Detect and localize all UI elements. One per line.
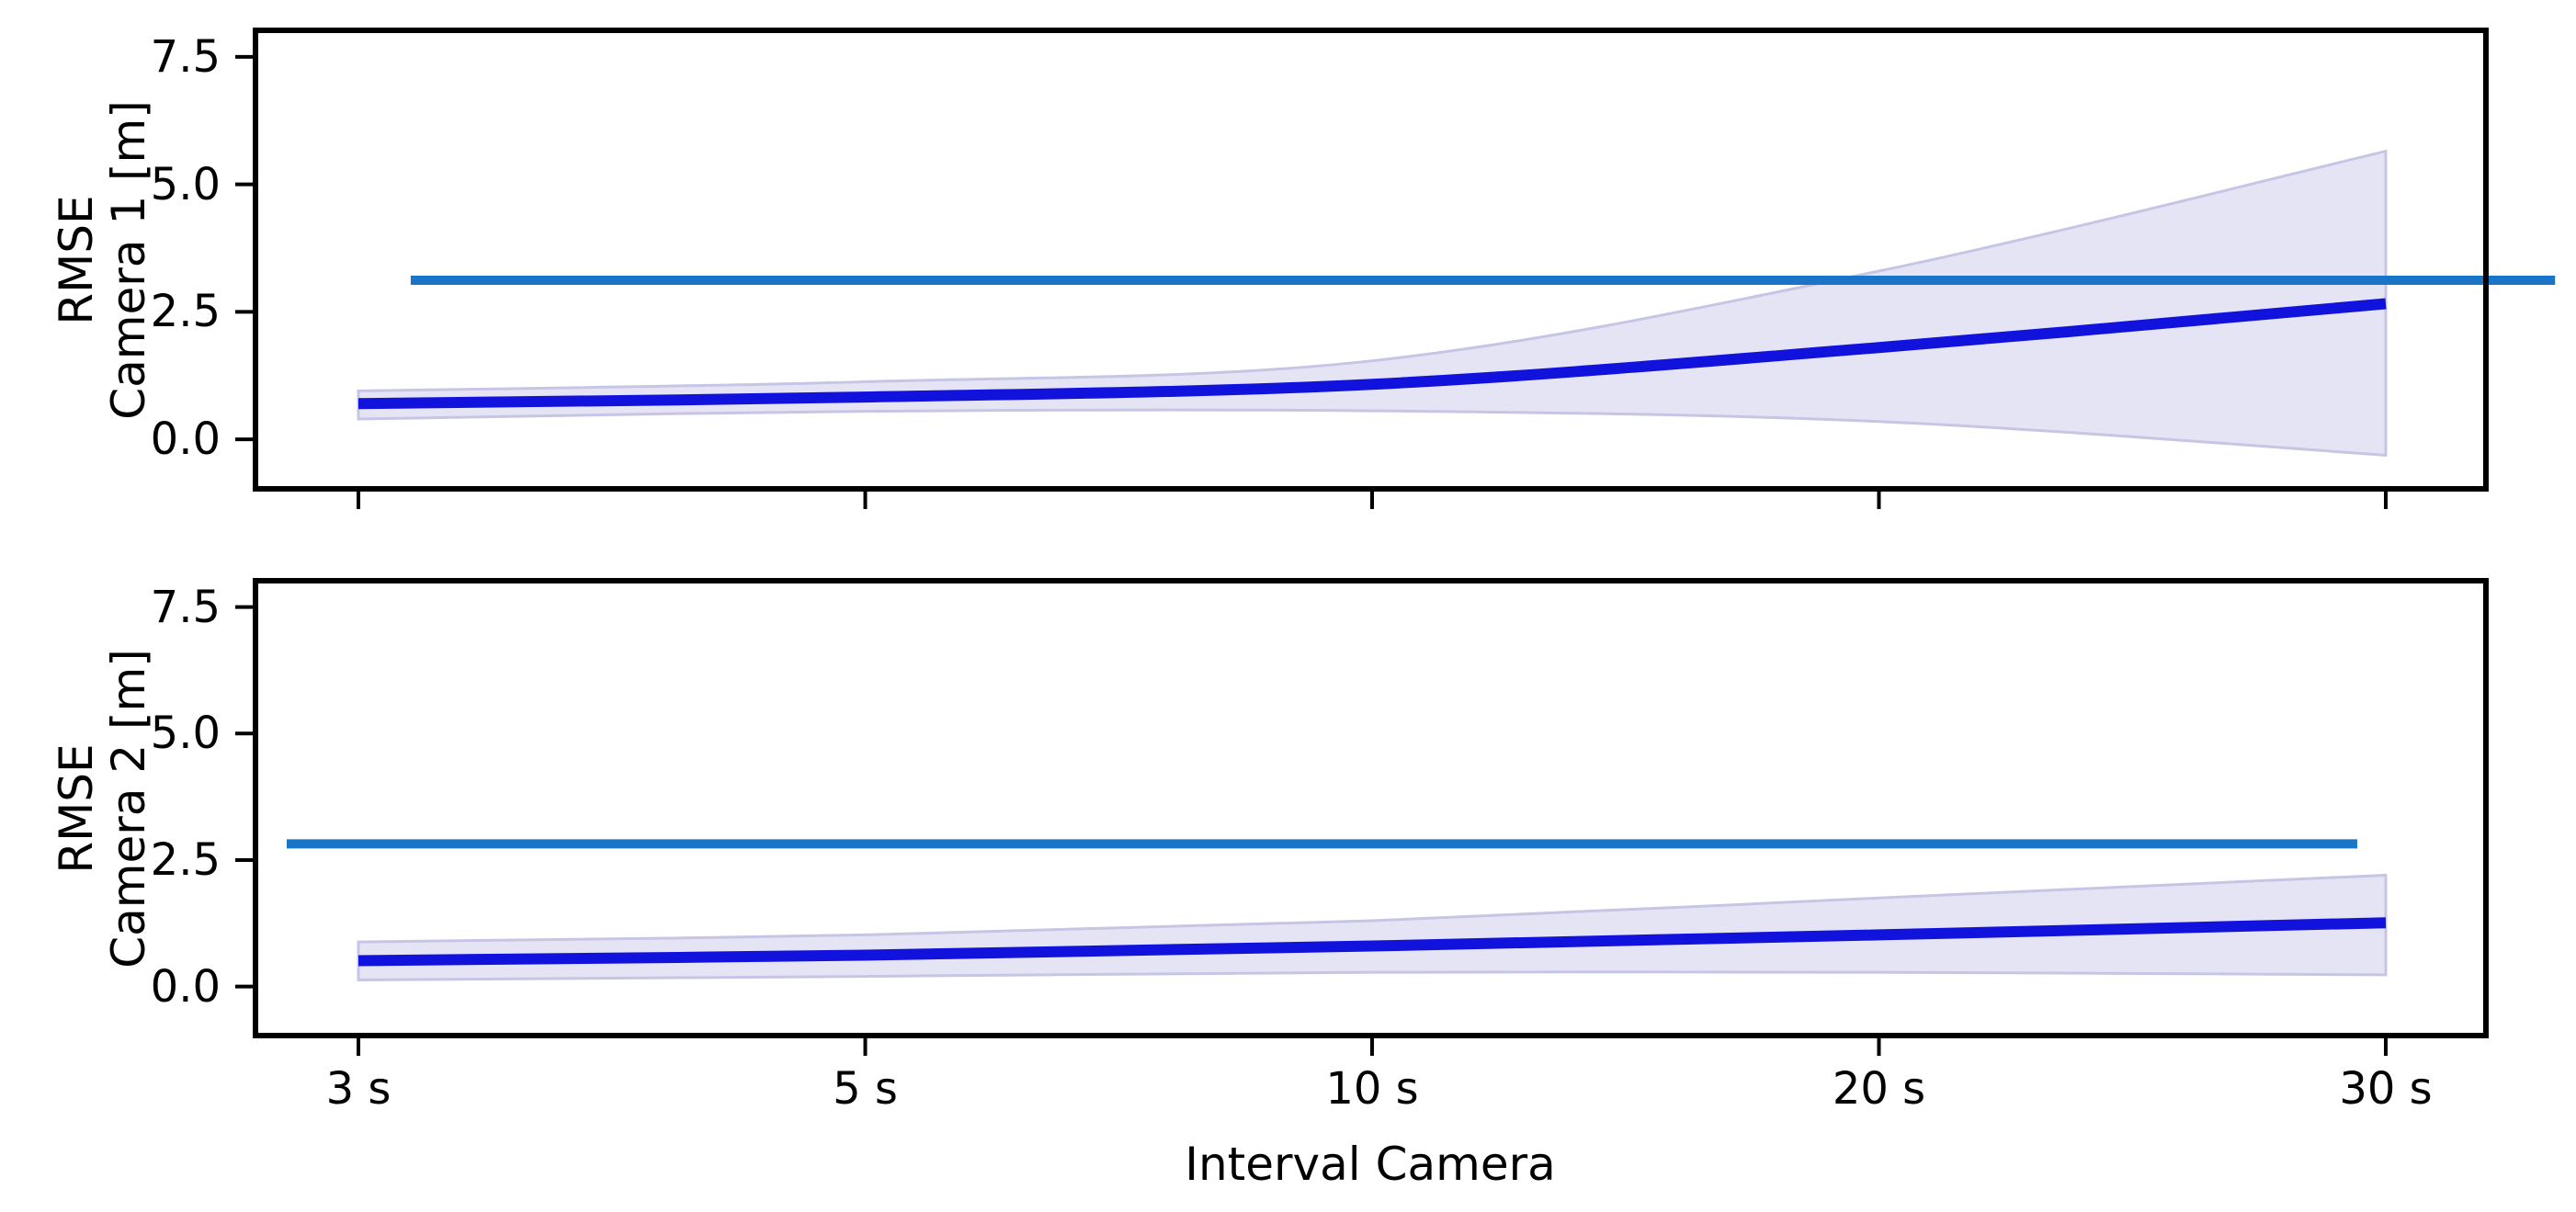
y-tick-label: 2.5 xyxy=(150,833,221,886)
y-tick-label: 7.5 xyxy=(150,581,221,633)
x-tick-label: 10 s xyxy=(1325,1063,1419,1115)
x-tick-label: 30 s xyxy=(2339,1063,2433,1115)
y-axis-label-camera-1: RMSE Camera 1 [m] xyxy=(50,100,155,420)
y-axis-label-camera-2-line2: Camera 2 [m] xyxy=(102,649,155,968)
y-axis-label-camera-1-line1: RMSE xyxy=(50,195,103,325)
y-tick-label: 0.0 xyxy=(150,960,221,1013)
mean-line-camera-1 xyxy=(357,298,2387,410)
x-tick-label: 3 s xyxy=(325,1063,392,1115)
subplot-1 xyxy=(235,28,2556,509)
y-axis-label-camera-2-line1: RMSE xyxy=(50,743,103,874)
y-axis-label-camera-2: RMSE Camera 2 [m] xyxy=(50,649,155,968)
y-tick-label: 5.0 xyxy=(150,708,221,760)
subplot-2 xyxy=(235,578,2489,1056)
confidence-band-camera-1 xyxy=(357,149,2388,457)
y-tick-label: 2.5 xyxy=(150,286,221,338)
mean-line-camera-2 xyxy=(357,917,2387,967)
y-tick-label: 7.5 xyxy=(150,30,221,83)
y-axis-label-camera-1-line2: Camera 1 [m] xyxy=(102,100,155,420)
y-tick-label: 5.0 xyxy=(150,158,221,210)
x-axis-label: Interval Camera xyxy=(1185,1138,1556,1191)
x-tick-label: 20 s xyxy=(1832,1063,1926,1115)
x-tick-label: 5 s xyxy=(833,1063,898,1115)
y-tick-label: 0.0 xyxy=(150,413,221,466)
